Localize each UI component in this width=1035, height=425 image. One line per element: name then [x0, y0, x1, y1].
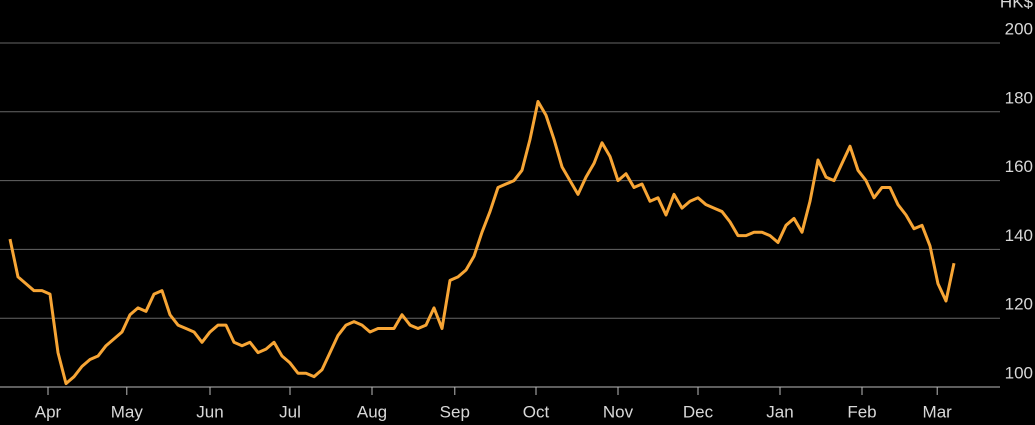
x-tick-label: Dec	[683, 402, 714, 421]
x-tick-label: Aug	[357, 402, 387, 421]
x-tick-label: Feb	[847, 402, 876, 421]
x-tick-label: Nov	[603, 402, 634, 421]
price-line	[8, 99, 956, 386]
x-tick-label: Apr	[35, 402, 62, 421]
x-tick-label: Mar	[923, 402, 953, 421]
x-tick-label: Jul	[279, 402, 301, 421]
x-tick-label: May	[111, 402, 144, 421]
y-tick-label: 200	[1005, 19, 1033, 38]
y-tick-label: 160	[1005, 157, 1033, 176]
x-tick-label: Oct	[523, 402, 550, 421]
y-tick-label: 180	[1005, 88, 1033, 107]
y-tick-label: 100	[1005, 363, 1033, 382]
y-tick-label: 120	[1005, 295, 1033, 314]
y-tick-label: 140	[1005, 226, 1033, 245]
x-tick-label: Jun	[196, 402, 223, 421]
x-tick-label: Jan	[766, 402, 793, 421]
y-unit: HK$	[1000, 0, 1034, 11]
x-tick-label: Sep	[440, 402, 470, 421]
